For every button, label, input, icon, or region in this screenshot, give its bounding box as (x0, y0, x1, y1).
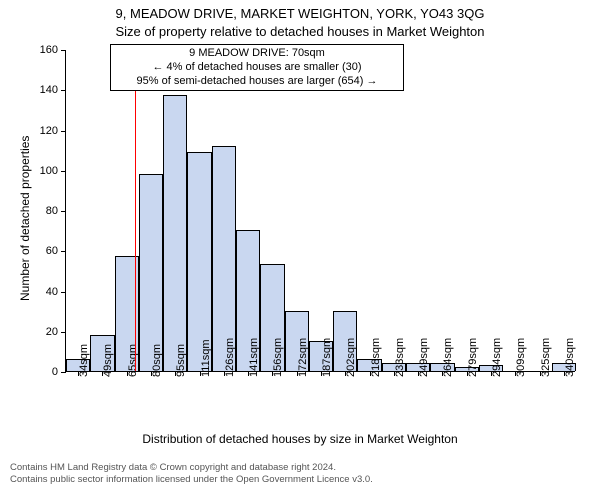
x-tick-label: 141sqm (248, 338, 260, 377)
x-tick-label: 264sqm (442, 338, 454, 377)
x-tick-label: 126sqm (224, 338, 236, 377)
histogram-bar (139, 174, 163, 371)
x-tick-label: 279sqm (467, 338, 479, 377)
plot-inner: 02040608010012014016034sqm49sqm65sqm80sq… (65, 50, 575, 372)
x-tick-label: 34sqm (78, 344, 90, 377)
annotation-line1: 9 MEADOW DRIVE: 70sqm (117, 47, 397, 61)
y-tick-mark (61, 90, 66, 91)
x-tick-label: 111sqm (200, 339, 212, 377)
footer-attribution: Contains HM Land Registry data © Crown c… (10, 462, 590, 487)
chart-title-line2: Size of property relative to detached ho… (0, 24, 600, 39)
x-tick-label: 187sqm (321, 338, 333, 377)
x-tick-label: 309sqm (515, 338, 527, 377)
x-tick-label: 49sqm (102, 344, 114, 377)
annotation-box: 9 MEADOW DRIVE: 70sqm ← 4% of detached h… (110, 44, 404, 91)
y-tick-mark (61, 292, 66, 293)
chart-title-line1: 9, MEADOW DRIVE, MARKET WEIGHTON, YORK, … (0, 6, 600, 21)
x-tick-label: 218sqm (370, 338, 382, 377)
y-tick-label: 100 (40, 165, 58, 177)
x-tick-label: 65sqm (127, 344, 139, 377)
y-tick-mark (61, 131, 66, 132)
y-tick-label: 60 (46, 245, 58, 257)
x-axis-label: Distribution of detached houses by size … (0, 432, 600, 446)
y-tick-label: 20 (46, 326, 58, 338)
y-tick-mark (61, 171, 66, 172)
y-tick-label: 40 (46, 286, 58, 298)
y-tick-label: 160 (40, 44, 58, 56)
annotation-line3: 95% of semi-detached houses are larger (… (117, 75, 397, 89)
annotation-line2: ← 4% of detached houses are smaller (30) (117, 61, 397, 75)
y-axis-label: Number of detached properties (18, 136, 32, 301)
footer-line1: Contains HM Land Registry data © Crown c… (10, 462, 590, 474)
x-tick-label: 249sqm (418, 338, 430, 377)
y-tick-label: 140 (40, 84, 58, 96)
histogram-bar (187, 152, 211, 371)
y-tick-mark (61, 251, 66, 252)
x-tick-label: 95sqm (175, 344, 187, 377)
x-tick-label: 340sqm (564, 338, 576, 377)
y-tick-mark (61, 332, 66, 333)
x-tick-label: 325sqm (540, 338, 552, 377)
x-tick-label: 156sqm (272, 338, 284, 377)
histogram-bar (163, 95, 187, 371)
y-tick-mark (61, 50, 66, 51)
y-tick-label: 80 (46, 205, 58, 217)
x-tick-label: 202sqm (345, 338, 357, 377)
histogram-plot: 02040608010012014016034sqm49sqm65sqm80sq… (65, 50, 575, 372)
x-tick-label: 172sqm (297, 338, 309, 377)
y-tick-label: 0 (52, 366, 58, 378)
y-tick-mark (61, 211, 66, 212)
y-tick-label: 120 (40, 125, 58, 137)
reference-line (135, 50, 136, 371)
y-tick-mark (61, 372, 66, 373)
x-tick-label: 233sqm (394, 338, 406, 377)
footer-line2: Contains public sector information licen… (10, 474, 590, 486)
x-tick-label: 80sqm (151, 344, 163, 377)
x-tick-label: 294sqm (491, 338, 503, 377)
